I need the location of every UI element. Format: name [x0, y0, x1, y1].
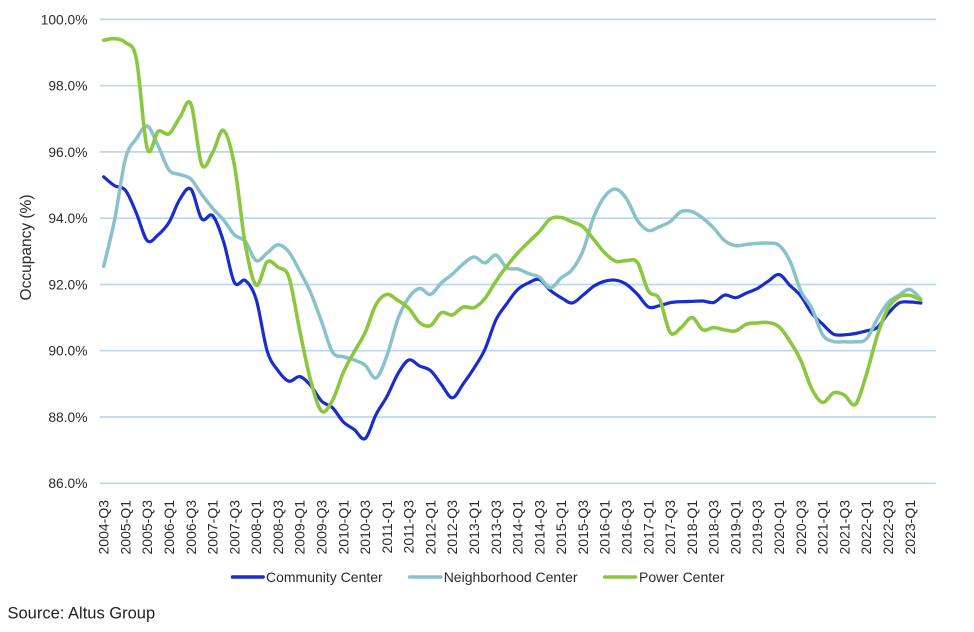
svg-text:100.0%: 100.0%	[41, 12, 88, 27]
svg-text:Source: Altus Group: Source: Altus Group	[8, 605, 156, 623]
svg-text:2006-Q3: 2006-Q3	[183, 500, 199, 555]
svg-text:98.0%: 98.0%	[48, 79, 87, 94]
svg-text:2012-Q3: 2012-Q3	[444, 500, 460, 555]
svg-text:2021-Q3: 2021-Q3	[836, 500, 852, 555]
svg-text:2010-Q1: 2010-Q1	[335, 500, 351, 555]
svg-text:90.0%: 90.0%	[48, 344, 87, 359]
svg-text:2016-Q1: 2016-Q1	[597, 500, 613, 555]
svg-text:2007-Q3: 2007-Q3	[226, 500, 242, 555]
svg-text:2007-Q1: 2007-Q1	[205, 500, 221, 555]
svg-text:2023-Q1: 2023-Q1	[902, 500, 918, 555]
svg-text:2017-Q1: 2017-Q1	[640, 500, 656, 555]
svg-text:2004-Q3: 2004-Q3	[96, 500, 112, 555]
svg-text:2016-Q3: 2016-Q3	[619, 500, 635, 555]
svg-text:2012-Q1: 2012-Q1	[422, 500, 438, 555]
svg-text:2020-Q1: 2020-Q1	[771, 500, 787, 555]
svg-text:2015-Q1: 2015-Q1	[553, 500, 569, 555]
svg-text:Power Center: Power Center	[639, 569, 725, 585]
svg-text:2014-Q3: 2014-Q3	[531, 500, 547, 555]
svg-text:96.0%: 96.0%	[48, 145, 87, 160]
svg-text:2011-Q3: 2011-Q3	[401, 500, 417, 554]
svg-text:2005-Q3: 2005-Q3	[139, 500, 155, 555]
svg-text:Neighborhood Center: Neighborhood Center	[444, 569, 578, 585]
svg-text:2020-Q3: 2020-Q3	[793, 500, 809, 555]
svg-text:2010-Q3: 2010-Q3	[357, 500, 373, 555]
svg-text:2009-Q3: 2009-Q3	[314, 500, 330, 555]
svg-text:2013-Q3: 2013-Q3	[488, 500, 504, 555]
svg-text:Community Center: Community Center	[266, 569, 383, 585]
svg-text:2019-Q1: 2019-Q1	[728, 500, 744, 555]
svg-text:2021-Q1: 2021-Q1	[815, 500, 831, 555]
svg-text:2017-Q3: 2017-Q3	[662, 500, 678, 555]
svg-text:88.0%: 88.0%	[48, 410, 87, 425]
svg-text:2022-Q3: 2022-Q3	[880, 500, 896, 555]
svg-text:2015-Q3: 2015-Q3	[575, 500, 591, 555]
svg-text:2014-Q1: 2014-Q1	[510, 500, 526, 555]
svg-text:2019-Q3: 2019-Q3	[749, 500, 765, 555]
svg-text:2013-Q1: 2013-Q1	[466, 500, 482, 555]
svg-text:2011-Q1: 2011-Q1	[379, 500, 395, 554]
svg-text:2022-Q1: 2022-Q1	[858, 500, 874, 555]
svg-text:2008-Q1: 2008-Q1	[248, 500, 264, 555]
svg-text:2005-Q1: 2005-Q1	[117, 500, 133, 555]
svg-text:2008-Q3: 2008-Q3	[270, 500, 286, 555]
svg-text:2018-Q3: 2018-Q3	[706, 500, 722, 555]
svg-text:86.0%: 86.0%	[48, 476, 87, 491]
svg-text:92.0%: 92.0%	[48, 277, 87, 292]
svg-text:94.0%: 94.0%	[48, 211, 87, 226]
svg-text:2009-Q1: 2009-Q1	[292, 500, 308, 555]
svg-text:Occupancy (%): Occupancy (%)	[18, 195, 35, 301]
svg-text:2006-Q1: 2006-Q1	[161, 500, 177, 555]
svg-text:2018-Q1: 2018-Q1	[684, 500, 700, 555]
